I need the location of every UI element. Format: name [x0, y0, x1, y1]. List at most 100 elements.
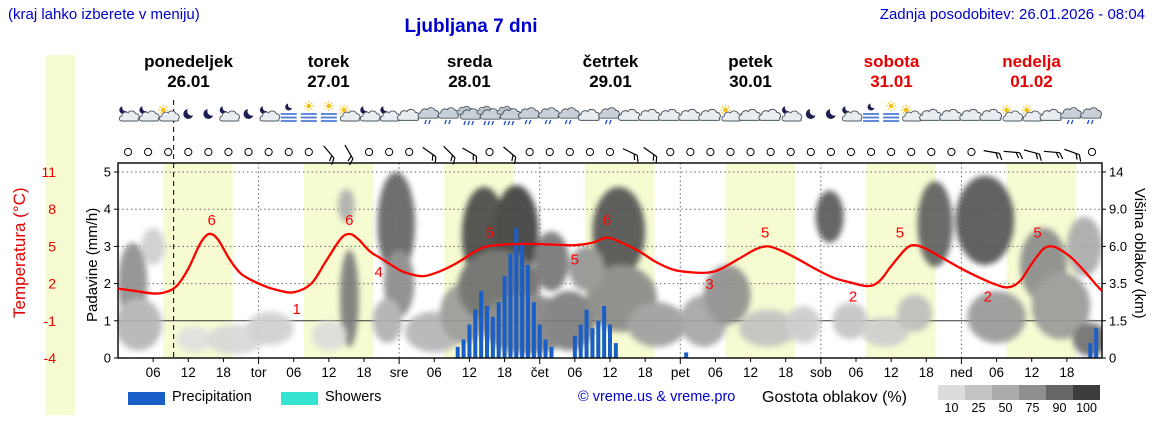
- wind-row: [123, 144, 1097, 166]
- page-title: Ljubljana 7 dni: [404, 16, 538, 37]
- svg-text:5: 5: [48, 238, 56, 254]
- day-header-saturday: sobota 31.01: [821, 52, 962, 92]
- svg-text:1: 1: [104, 313, 111, 328]
- weather-icons-row: [118, 101, 1102, 126]
- day-name: nedelja: [1002, 52, 1061, 71]
- day-date: 01.02: [1010, 72, 1053, 91]
- svg-text:12: 12: [181, 365, 196, 380]
- x-axis-labels: 06 12 18 06 12 18 06 12 18 06 12 18 06 12 18 06 12 18 06 12…: [146, 365, 1075, 380]
- svg-text:6: 6: [208, 212, 216, 229]
- svg-text:2: 2: [48, 276, 56, 292]
- day-date: 31.01: [870, 72, 913, 91]
- location-hint: (kraj lahko izberete v meniju): [8, 6, 200, 23]
- svg-text:1.5: 1.5: [1109, 313, 1127, 328]
- svg-text:2: 2: [849, 289, 857, 306]
- cloud-density-cell: [1046, 385, 1073, 400]
- svg-text:06: 06: [989, 365, 1004, 380]
- cloud-density-cell: [992, 385, 1019, 400]
- svg-text:6: 6: [345, 212, 353, 229]
- svg-text:18: 18: [356, 365, 371, 380]
- svg-text:3.5: 3.5: [1109, 276, 1127, 291]
- temperature-labels: 6 1 6 4 5 5 6 3 5 2 5 2 5: [208, 212, 1042, 318]
- svg-text:06: 06: [848, 365, 863, 380]
- svg-text:tor: tor: [251, 365, 267, 380]
- credit-link[interactable]: © vreme.us & vreme.pro: [578, 389, 736, 405]
- svg-text:5: 5: [761, 224, 769, 241]
- svg-text:12: 12: [462, 365, 477, 380]
- svg-text:5: 5: [1033, 224, 1041, 241]
- cloud-density-label: Gostota oblakov (%): [762, 389, 907, 406]
- svg-text:11: 11: [41, 164, 56, 180]
- svg-text:pet: pet: [671, 365, 690, 380]
- cloud-density-scale: [938, 385, 1100, 400]
- day-name: sobota: [863, 52, 920, 71]
- svg-text:5: 5: [486, 224, 494, 241]
- showers-legend-label: Showers: [325, 389, 382, 405]
- cloud-density-cell: [965, 385, 992, 400]
- svg-text:12: 12: [602, 365, 617, 380]
- svg-text:06: 06: [146, 365, 161, 380]
- svg-text:9.0: 9.0: [1109, 202, 1127, 217]
- day-date: 27.01: [307, 72, 350, 91]
- day-name: torek: [307, 52, 350, 71]
- temperature-line: [117, 232, 1103, 295]
- svg-text:4: 4: [374, 264, 382, 281]
- svg-text:ned: ned: [950, 365, 973, 380]
- svg-text:8: 8: [48, 201, 56, 217]
- day-header-friday: petek 30.01: [680, 52, 821, 92]
- svg-text:18: 18: [497, 365, 512, 380]
- svg-text:-4: -4: [44, 350, 57, 366]
- temperature-axis-title: Temperatura (°C): [10, 187, 29, 318]
- svg-text:4: 4: [104, 202, 111, 217]
- cloud-density-tick: 75: [1025, 401, 1040, 415]
- svg-text:12: 12: [321, 365, 336, 380]
- day-name: ponedeljek: [144, 52, 233, 71]
- svg-text:18: 18: [216, 365, 231, 380]
- precipitation-legend-swatch: [128, 392, 165, 405]
- cloud-density-tick: 90: [1052, 401, 1067, 415]
- svg-text:sob: sob: [810, 365, 832, 380]
- left-accent-strip: [46, 55, 75, 415]
- svg-text:sre: sre: [390, 365, 409, 380]
- cloud-density-tick: 10: [944, 401, 959, 415]
- svg-text:18: 18: [1059, 365, 1074, 380]
- svg-text:18: 18: [778, 365, 793, 380]
- svg-text:2: 2: [104, 276, 111, 291]
- svg-text:1: 1: [292, 301, 300, 318]
- cloud-density-tick-labels: 10 25 50 75 90 100: [938, 401, 1100, 415]
- svg-text:12: 12: [884, 365, 899, 380]
- svg-text:18: 18: [919, 365, 934, 380]
- day-date: 30.01: [729, 72, 772, 91]
- svg-text:18: 18: [638, 365, 653, 380]
- svg-text:0: 0: [104, 351, 111, 366]
- cloud-density-tick: 100: [1076, 401, 1097, 415]
- day-header-tuesday: torek 27.01: [258, 52, 399, 92]
- svg-text:06: 06: [708, 365, 723, 380]
- day-header-sunday: nedelja 01.02: [961, 52, 1102, 92]
- svg-text:3: 3: [705, 276, 713, 293]
- svg-text:5: 5: [104, 165, 111, 180]
- svg-text:5: 5: [571, 251, 579, 268]
- svg-text:6: 6: [603, 212, 611, 229]
- day-date: 28.01: [448, 72, 491, 91]
- svg-text:3: 3: [104, 239, 111, 254]
- day-header-monday: ponedeljek 26.01: [118, 52, 259, 92]
- cloud-density-cell: [1073, 385, 1100, 400]
- svg-text:2: 2: [984, 289, 992, 306]
- cloud-density-cell: [1019, 385, 1046, 400]
- svg-text:14: 14: [1109, 165, 1123, 180]
- svg-text:5: 5: [896, 224, 904, 241]
- svg-text:06: 06: [427, 365, 442, 380]
- cloud-layer: [118, 172, 1102, 357]
- svg-text:0: 0: [1109, 351, 1116, 366]
- svg-text:-1: -1: [44, 313, 57, 329]
- svg-text:12: 12: [1024, 365, 1039, 380]
- last-updated: Zadnja posodobitev: 26.01.2026 - 08:04: [879, 6, 1145, 23]
- showers-legend-swatch: [281, 392, 318, 405]
- day-name: četrtek: [582, 52, 639, 71]
- day-date: 26.01: [167, 72, 210, 91]
- day-header-wednesday: sreda 28.01: [399, 52, 540, 92]
- cloud-density-tick: 25: [971, 401, 986, 415]
